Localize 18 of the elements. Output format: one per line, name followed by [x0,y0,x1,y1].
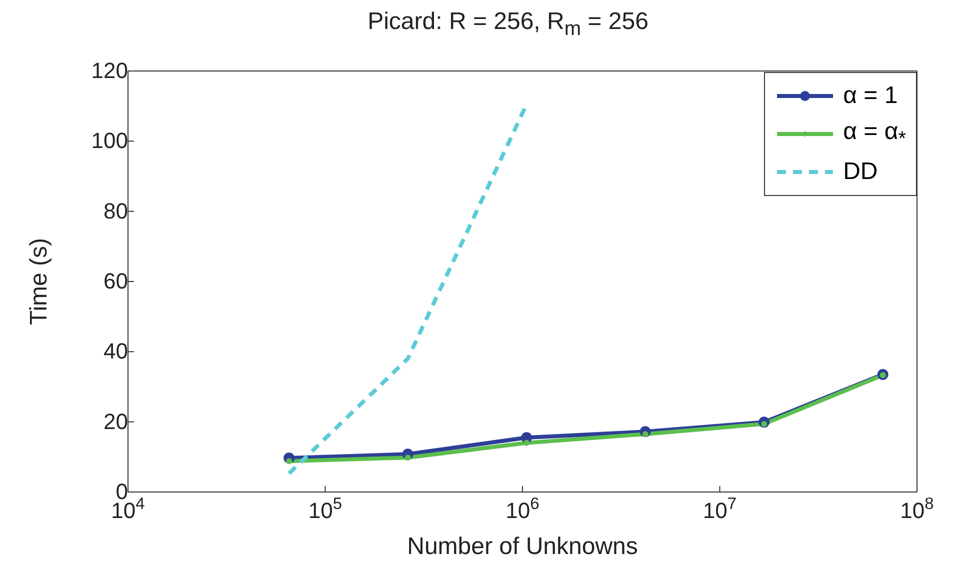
legend-label: α = α$_{*}$ [843,118,906,150]
point [524,440,530,446]
x-tick-label: 10$^{7}$ [702,495,737,523]
y-tick-label: 20 [104,408,128,434]
y-tick-label: 80 [104,198,128,224]
y-tick-label: 40 [104,338,128,364]
y-tick-label: 100 [91,128,128,154]
x-tick-label: 10$^{5}$ [308,495,342,523]
legend-label: α = 1 [843,82,898,110]
y-tick-label: 60 [104,268,128,294]
legend-label: DD [843,158,878,186]
x-tick-label: 10$^{8}$ [900,495,934,523]
y-axis-title: Time (s) [26,238,53,326]
y-tick-label: 120 [91,58,128,83]
point [404,454,411,461]
x-axis-title: Number of Unknowns [407,533,638,560]
chart-title: Picard: R = 256, R$_{m}$ = 256 [366,8,650,42]
x-tick-label: 10$^{6}$ [506,495,540,523]
